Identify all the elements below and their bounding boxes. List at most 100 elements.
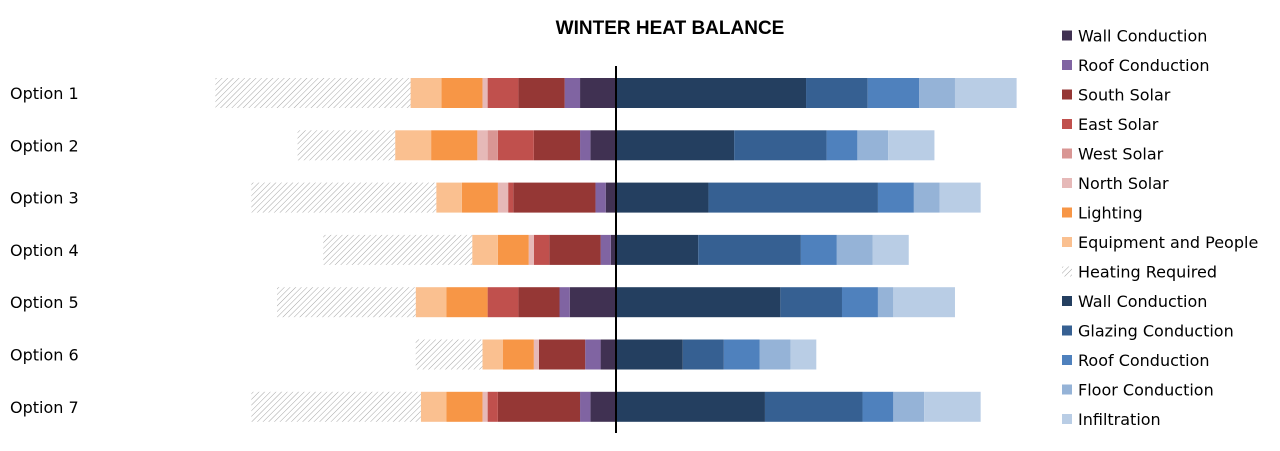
bar-loss-wall-conduction-option-7 <box>616 391 765 422</box>
bar-gain-wall-conduction-option-4 <box>610 234 616 265</box>
bar-gain-wall-conduction-option-2 <box>590 130 616 161</box>
category-label-option-5: Option 5 <box>10 293 79 312</box>
bar-gain-roof-conduction-option-5 <box>559 287 570 318</box>
bar-gain-equipment-and-people-option-5 <box>415 287 447 318</box>
legend-label-gain-heating-required: Heating Required <box>1078 263 1217 282</box>
legend-swatch-loss-wall-conduction <box>1062 296 1072 306</box>
bar-gain-heating-required-option-2 <box>297 130 396 161</box>
category-label-option-7: Option 7 <box>10 398 79 417</box>
bar-gain-heating-required-option-6 <box>415 339 483 370</box>
legend-label-loss-floor-conduction: Floor Conduction <box>1078 381 1214 400</box>
legend-label-loss-wall-conduction: Wall Conduction <box>1078 292 1207 311</box>
bar-gain-roof-conduction-option-2 <box>580 130 591 161</box>
bar-gain-equipment-and-people-option-6 <box>482 339 504 370</box>
bar-loss-infiltration-option-3 <box>939 182 981 213</box>
legend-swatch-loss-roof-conduction <box>1062 355 1072 365</box>
bar-loss-wall-conduction-option-2 <box>616 130 735 161</box>
bar-gain-heating-required-option-3 <box>251 182 437 213</box>
legend-label-loss-infiltration: Infiltration <box>1078 410 1161 429</box>
bar-gain-south-solar-option-5 <box>518 287 560 318</box>
legend-swatch-loss-floor-conduction <box>1062 384 1072 395</box>
legend-label-loss-roof-conduction: Roof Conduction <box>1078 351 1210 370</box>
bar-gain-heating-required-option-4 <box>323 234 473 265</box>
bar-gain-north-solar-option-3 <box>497 182 509 213</box>
bar-loss-roof-conduction-option-6 <box>723 339 760 370</box>
bar-loss-glazing-conduction-option-6 <box>682 339 724 370</box>
bar-gain-lighting-option-6 <box>503 339 534 370</box>
bar-gain-south-solar-option-7 <box>497 391 581 422</box>
bar-loss-floor-conduction-option-1 <box>919 78 955 108</box>
bar-loss-roof-conduction-option-3 <box>877 182 914 213</box>
bar-gain-equipment-and-people-option-3 <box>436 182 462 213</box>
bar-gain-heating-required-option-1 <box>215 78 411 108</box>
category-label-option-2: Option 2 <box>10 136 79 155</box>
legend-swatch-gain-roof-conduction <box>1062 60 1072 70</box>
bar-gain-equipment-and-people-option-4 <box>472 234 498 265</box>
bar-gain-lighting-option-3 <box>461 182 498 213</box>
bar-loss-floor-conduction-option-4 <box>836 234 873 265</box>
bar-loss-glazing-conduction-option-1 <box>806 78 868 108</box>
bar-gain-east-solar-option-2 <box>497 130 534 161</box>
bar-gain-wall-conduction-option-6 <box>600 339 616 370</box>
legend-swatch-gain-wall-conduction <box>1062 30 1072 41</box>
bar-loss-floor-conduction-option-2 <box>857 130 889 161</box>
bar-loss-glazing-conduction-option-7 <box>764 391 863 422</box>
legend-swatch-gain-east-solar <box>1062 119 1072 129</box>
legend: Wall Conduction Roof Conduction South Sola… <box>1062 27 1258 429</box>
bar-loss-floor-conduction-option-6 <box>759 339 791 370</box>
bar-gain-lighting-option-5 <box>446 287 488 318</box>
legend-label-gain-north-solar: North Solar <box>1078 174 1169 193</box>
legend-label-gain-equipment-and-people: Equipment and People <box>1078 233 1258 252</box>
bar-loss-glazing-conduction-option-4 <box>698 234 801 265</box>
bar-gain-east-solar-option-4 <box>533 234 550 265</box>
bar-loss-roof-conduction-option-4 <box>800 234 837 265</box>
bar-loss-wall-conduction-option-1 <box>616 78 807 108</box>
category-labels: Option 1 Option 2 Option 3 Option 4 Option 5… <box>10 84 79 417</box>
bar-gain-lighting-option-7 <box>446 391 483 422</box>
legend-swatch-gain-north-solar <box>1062 178 1072 188</box>
legend-label-gain-south-solar: South Solar <box>1078 86 1171 105</box>
bar-loss-infiltration-option-2 <box>888 130 935 161</box>
bar-gain-wall-conduction-option-1 <box>580 78 616 108</box>
bar-loss-infiltration-option-4 <box>872 234 909 265</box>
bar-gain-east-solar-option-7 <box>487 391 498 422</box>
bar-gain-west-solar-option-2 <box>487 130 498 161</box>
bar-gain-roof-conduction-option-7 <box>580 391 591 422</box>
bar-gain-lighting-option-2 <box>431 130 478 161</box>
bar-gain-roof-conduction-option-1 <box>564 78 581 108</box>
bar-gain-east-solar-option-3 <box>508 182 514 213</box>
bar-gain-south-solar-option-1 <box>518 78 565 108</box>
bar-gain-wall-conduction-option-5 <box>569 287 616 318</box>
bar-gain-north-solar-option-2 <box>477 130 488 161</box>
bar-gain-south-solar-option-4 <box>549 234 601 265</box>
bar-loss-infiltration-option-1 <box>954 78 1017 108</box>
bar-gain-equipment-and-people-option-7 <box>420 391 447 422</box>
chart-title: WINTER HEAT BALANCE <box>556 18 785 39</box>
category-label-option-4: Option 4 <box>10 241 79 260</box>
bar-loss-glazing-conduction-option-5 <box>780 287 842 318</box>
bar-gain-south-solar-option-3 <box>513 182 596 213</box>
bar-gain-roof-conduction-option-3 <box>595 182 606 213</box>
bar-gain-lighting-option-1 <box>441 78 483 108</box>
bar-loss-glazing-conduction-option-3 <box>708 182 878 213</box>
bar-loss-infiltration-option-6 <box>790 339 817 370</box>
legend-label-gain-roof-conduction: Roof Conduction <box>1078 56 1210 75</box>
bar-gain-east-solar-option-5 <box>487 287 519 318</box>
legend-swatch-loss-infiltration <box>1062 414 1072 424</box>
bar-gain-wall-conduction-option-7 <box>590 391 616 422</box>
bar-loss-wall-conduction-option-3 <box>616 182 709 213</box>
bar-gain-south-solar-option-6 <box>538 339 586 370</box>
bar-gain-wall-conduction-option-3 <box>605 182 616 213</box>
category-label-option-1: Option 1 <box>10 84 79 103</box>
bar-gain-heating-required-option-7 <box>251 391 421 422</box>
bar-gain-north-solar-option-4 <box>528 234 534 265</box>
legend-label-gain-lighting: Lighting <box>1078 204 1143 223</box>
legend-swatch-gain-south-solar <box>1062 89 1072 100</box>
bar-loss-wall-conduction-option-4 <box>616 234 699 265</box>
bar-gain-lighting-option-4 <box>497 234 529 265</box>
bar-loss-infiltration-option-7 <box>924 391 981 422</box>
bar-gain-roof-conduction-option-6 <box>585 339 601 370</box>
bar-loss-infiltration-option-5 <box>893 287 955 318</box>
bar-loss-roof-conduction-option-2 <box>826 130 858 161</box>
